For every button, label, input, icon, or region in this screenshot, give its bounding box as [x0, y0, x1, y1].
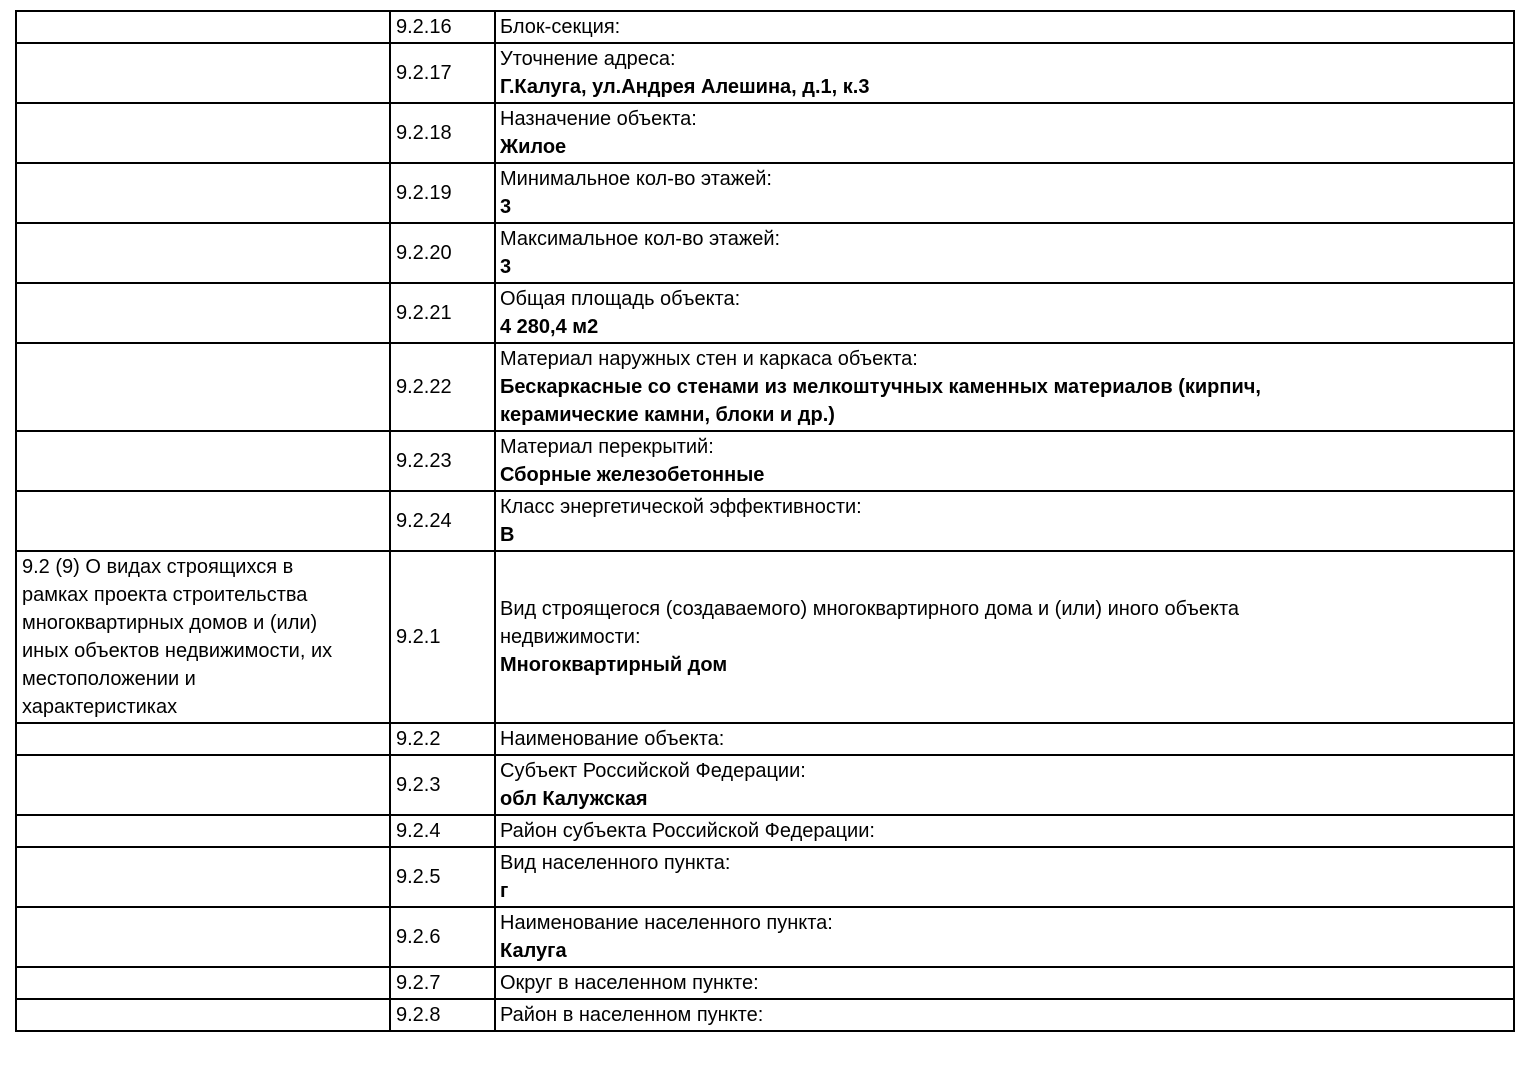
- field-label: Район субъекта Российской Федерации:: [500, 820, 875, 842]
- row-code: 9.2.19: [389, 162, 496, 224]
- section-description-empty: [15, 754, 391, 816]
- field-value: 4 280,4 м2: [500, 316, 599, 338]
- table-row: 9.2.2 Наименование объекта:: [15, 722, 1515, 756]
- section-description-text: 9.2 (9) О видах строящихся в рамках прое…: [22, 556, 333, 718]
- row-code: 9.2.16: [389, 10, 496, 44]
- table-row: 9.2.22 Материал наружных стен и каркаса …: [15, 342, 1515, 432]
- table-row: 9.2.6 Наименование населенного пункта: К…: [15, 906, 1515, 968]
- row-code: 9.2.4: [389, 814, 496, 848]
- row-code: 9.2.20: [389, 222, 496, 284]
- field-label: Общая площадь объекта:: [500, 288, 741, 310]
- field-value: Жилое: [500, 136, 567, 158]
- field-value: Калуга: [500, 940, 567, 962]
- field-value: Г.Калуга, ул.Андрея Алешина, д.1, к.3: [500, 76, 870, 98]
- field-label: Наименование объекта:: [500, 728, 725, 750]
- table-row: 9.2.4 Район субъекта Российской Федераци…: [15, 814, 1515, 848]
- table-row: 9.2.8 Район в населенном пункте:: [15, 998, 1515, 1032]
- field-value: обл Калужская: [500, 788, 648, 810]
- section-description-empty: [15, 722, 391, 756]
- section-description-empty: [15, 998, 391, 1032]
- table-row: 9.2.20 Максимальное кол-во этажей: 3: [15, 222, 1515, 284]
- table-row: 9.2.23 Материал перекрытий: Сборные желе…: [15, 430, 1515, 492]
- section-description-empty: [15, 490, 391, 552]
- field-label: Материал перекрытий:: [500, 436, 714, 458]
- field-label: Минимальное кол-во этажей:: [500, 168, 772, 190]
- section-description-empty: [15, 282, 391, 344]
- declaration-table: 9.2.16 Блок-секция: 9.2.17 Уточнение адр…: [15, 10, 1515, 1032]
- table-row: 9.2.24 Класс энергетической эффективност…: [15, 490, 1515, 552]
- field-label: Округ в населенном пункте:: [500, 972, 759, 994]
- field-label: Блок-секция:: [500, 16, 621, 38]
- field-label: Назначение объекта:: [500, 108, 697, 130]
- row-code: 9.2.17: [389, 42, 496, 104]
- field-label: Вид населенного пункта:: [500, 852, 731, 874]
- row-content: Материал перекрытий: Сборные железобетон…: [494, 430, 1515, 492]
- row-content: Район субъекта Российской Федерации:: [494, 814, 1515, 848]
- section-description: 9.2 (9) О видах строящихся в рамках прое…: [15, 550, 391, 724]
- field-label: Субъект Российской Федерации:: [500, 760, 806, 782]
- field-value: г: [500, 880, 509, 902]
- field-value: Бескаркасные со стенами из мелкоштучных …: [500, 376, 1261, 426]
- section-description-empty: [15, 966, 391, 1000]
- row-code: 9.2.22: [389, 342, 496, 432]
- field-value: Многоквартирный дом: [500, 654, 728, 676]
- section-description-empty: [15, 10, 391, 44]
- section-description-empty: [15, 162, 391, 224]
- table-row: 9.2.19 Минимальное кол-во этажей: 3: [15, 162, 1515, 224]
- row-code: 9.2.23: [389, 430, 496, 492]
- table-row: 9.2.17 Уточнение адреса: Г.Калуга, ул.Ан…: [15, 42, 1515, 104]
- section-description-empty: [15, 814, 391, 848]
- section-description-empty: [15, 906, 391, 968]
- row-content: Наименование населенного пункта: Калуга: [494, 906, 1515, 968]
- row-content: Субъект Российской Федерации: обл Калужс…: [494, 754, 1515, 816]
- row-content: Класс энергетической эффективности: В: [494, 490, 1515, 552]
- field-value: В: [500, 524, 515, 546]
- row-code: 9.2.2: [389, 722, 496, 756]
- row-content: Наименование объекта:: [494, 722, 1515, 756]
- table-row: 9.2.3 Субъект Российской Федерации: обл …: [15, 754, 1515, 816]
- row-content: Район в населенном пункте:: [494, 998, 1515, 1032]
- row-content: Минимальное кол-во этажей: 3: [494, 162, 1515, 224]
- row-code: 9.2.7: [389, 966, 496, 1000]
- row-code: 9.2.3: [389, 754, 496, 816]
- section-description-empty: [15, 846, 391, 908]
- field-label: Максимальное кол-во этажей:: [500, 228, 781, 250]
- row-code: 9.2.6: [389, 906, 496, 968]
- row-content: Общая площадь объекта: 4 280,4 м2: [494, 282, 1515, 344]
- row-content: Назначение объекта: Жилое: [494, 102, 1515, 164]
- row-code: 9.2.21: [389, 282, 496, 344]
- row-content: Максимальное кол-во этажей: 3: [494, 222, 1515, 284]
- row-content: Вид населенного пункта: г: [494, 846, 1515, 908]
- section-description-empty: [15, 42, 391, 104]
- field-label: Уточнение адреса:: [500, 48, 676, 70]
- field-label: Материал наружных стен и каркаса объекта…: [500, 348, 918, 370]
- section-description-empty: [15, 342, 391, 432]
- row-content: Уточнение адреса: Г.Калуга, ул.Андрея Ал…: [494, 42, 1515, 104]
- row-code: 9.2.5: [389, 846, 496, 908]
- row-content: Вид строящегося (создаваемого) многоквар…: [494, 550, 1515, 724]
- row-code: 9.2.8: [389, 998, 496, 1032]
- row-code: 9.2.24: [389, 490, 496, 552]
- row-code: 9.2.1: [389, 550, 496, 724]
- section-description-empty: [15, 430, 391, 492]
- table-row: 9.2.7 Округ в населенном пункте:: [15, 966, 1515, 1000]
- table-row: 9.2.21 Общая площадь объекта: 4 280,4 м2: [15, 282, 1515, 344]
- table-row: 9.2.18 Назначение объекта: Жилое: [15, 102, 1515, 164]
- table-row: 9.2.5 Вид населенного пункта: г: [15, 846, 1515, 908]
- field-value: Сборные железобетонные: [500, 464, 765, 486]
- section-description-empty: [15, 102, 391, 164]
- row-content: Материал наружных стен и каркаса объекта…: [494, 342, 1515, 432]
- row-content: Округ в населенном пункте:: [494, 966, 1515, 1000]
- section-description-empty: [15, 222, 391, 284]
- row-code: 9.2.18: [389, 102, 496, 164]
- field-value: 3: [500, 196, 512, 218]
- table-row: 9.2.16 Блок-секция:: [15, 10, 1515, 44]
- row-content: Блок-секция:: [494, 10, 1515, 44]
- field-label: Вид строящегося (создаваемого) многоквар…: [500, 598, 1240, 648]
- field-label: Район в населенном пункте:: [500, 1004, 764, 1026]
- field-label: Наименование населенного пункта:: [500, 912, 833, 934]
- table-row: 9.2 (9) О видах строящихся в рамках прое…: [15, 550, 1515, 724]
- field-value: 3: [500, 256, 512, 278]
- field-label: Класс энергетической эффективности:: [500, 496, 862, 518]
